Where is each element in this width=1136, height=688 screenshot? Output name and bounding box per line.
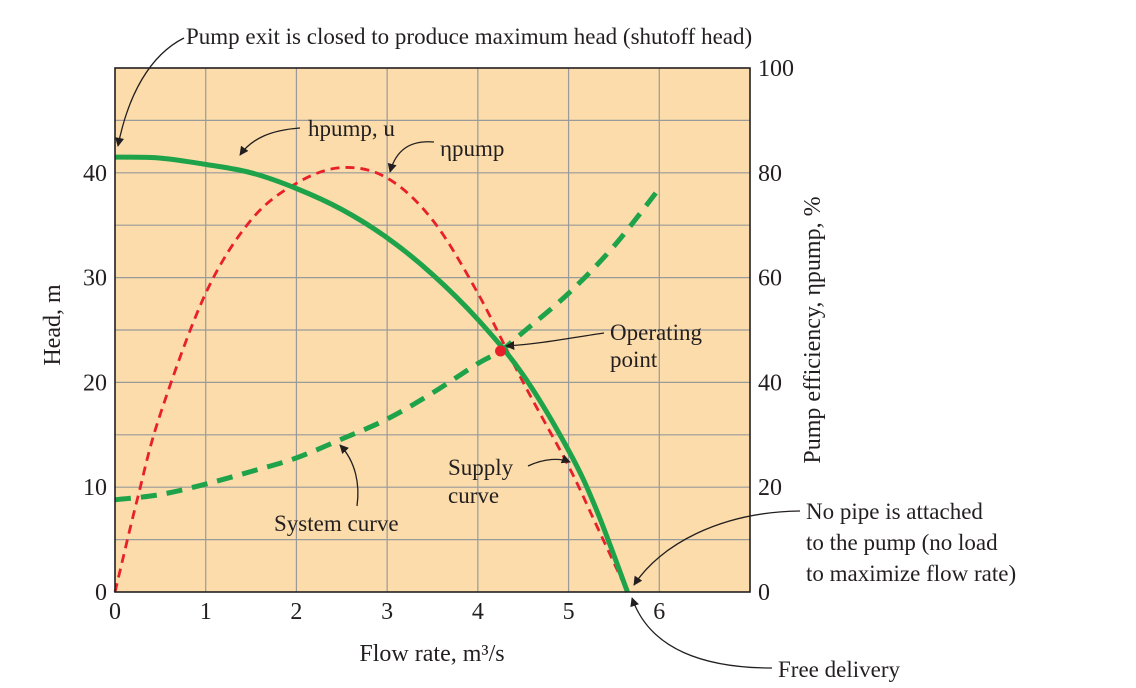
x-tick-label: 2 bbox=[290, 599, 302, 625]
free-delivery-leader bbox=[630, 597, 773, 669]
shutoff-leader bbox=[115, 37, 185, 147]
plot-frame bbox=[114, 67, 751, 593]
y-tick-labels: 0 10 20 30 40 bbox=[83, 161, 107, 606]
system-curve-leader bbox=[339, 444, 359, 507]
y2-tick-label: 80 bbox=[758, 161, 782, 187]
x-tick-labels: 0 1 2 3 4 5 6 bbox=[109, 599, 665, 625]
y-axis-label: Head, m bbox=[40, 284, 66, 366]
curve-layer bbox=[113, 154, 662, 593]
grid-lines bbox=[115, 68, 750, 592]
x-tick-label: 4 bbox=[472, 599, 484, 625]
y-tick-label: 20 bbox=[83, 370, 107, 396]
y-tick-label: 30 bbox=[83, 266, 107, 292]
operating-point-marker bbox=[495, 345, 507, 357]
y2-axis-label: Pump efficiency, ηpump, % bbox=[800, 196, 826, 463]
x-tick-label: 0 bbox=[109, 599, 121, 625]
supply-curve-label-line2: curve bbox=[448, 483, 499, 508]
y-tick-label: 10 bbox=[83, 475, 107, 501]
operating-point-leader bbox=[505, 332, 605, 351]
y-tick-label: 0 bbox=[95, 580, 107, 606]
head-curve-label: hpump, u bbox=[308, 116, 395, 141]
efficiency-curve-leader bbox=[387, 141, 435, 173]
no-pipe-leader bbox=[633, 510, 801, 586]
shutoff-annotation: Pump exit is closed to produce maximum h… bbox=[186, 24, 752, 49]
pump-head-curve bbox=[114, 154, 630, 593]
y2-tick-label: 60 bbox=[758, 266, 782, 292]
x-tick-label: 5 bbox=[563, 599, 575, 625]
system-curve bbox=[114, 186, 662, 503]
no-pipe-label-line3: to maximize flow rate) bbox=[806, 561, 1016, 586]
supply-curve-leader bbox=[527, 454, 571, 467]
system-curve-label: System curve bbox=[274, 511, 399, 536]
x-tick-label: 6 bbox=[653, 599, 665, 625]
free-delivery-label: Free delivery bbox=[778, 657, 900, 682]
x-tick-label: 3 bbox=[381, 599, 393, 625]
y2-tick-label: 20 bbox=[758, 475, 782, 501]
no-pipe-label-line2: to the pump (no load bbox=[806, 530, 998, 555]
y2-tick-label: 100 bbox=[758, 56, 794, 82]
no-pipe-label-line1: No pipe is attached bbox=[806, 499, 983, 524]
supply-curve-label-line1: Supply bbox=[448, 455, 514, 480]
y2-tick-label: 0 bbox=[758, 580, 770, 606]
y2-tick-label: 40 bbox=[758, 370, 782, 396]
operating-point-label-line1: Operating bbox=[610, 320, 702, 345]
x-axis-label: Flow rate, m³/s bbox=[359, 641, 504, 667]
y-tick-label: 40 bbox=[83, 161, 107, 187]
head-curve-leader bbox=[239, 127, 301, 156]
operating-point-label-line2: point bbox=[610, 347, 658, 372]
efficiency-curve-label: ηpump bbox=[440, 136, 504, 161]
x-tick-label: 1 bbox=[200, 599, 212, 625]
y2-tick-labels: 0 20 40 60 80 100 bbox=[758, 56, 794, 606]
efficiency-curve bbox=[113, 166, 629, 593]
